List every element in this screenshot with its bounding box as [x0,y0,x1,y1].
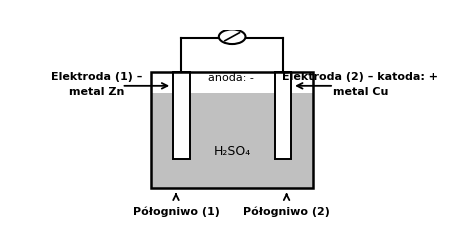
Bar [173,72,190,159]
Text: metal Zn: metal Zn [69,86,125,97]
Circle shape [219,30,246,44]
Bar [173,72,190,159]
Bar [275,72,291,159]
Text: anoda: -: anoda: - [207,73,254,83]
Text: Półogniwo (2): Półogniwo (2) [243,207,330,217]
Bar [151,93,313,188]
Bar [151,72,313,188]
Text: Elektroda (2) – katoda: +: Elektroda (2) – katoda: + [282,72,439,82]
Text: Półogniwo (1): Półogniwo (1) [133,207,219,217]
Text: Elektroda (1) –: Elektroda (1) – [51,72,143,82]
Text: metal Cu: metal Cu [333,86,388,97]
Text: H₂SO₄: H₂SO₄ [213,145,251,158]
Bar [275,72,291,159]
